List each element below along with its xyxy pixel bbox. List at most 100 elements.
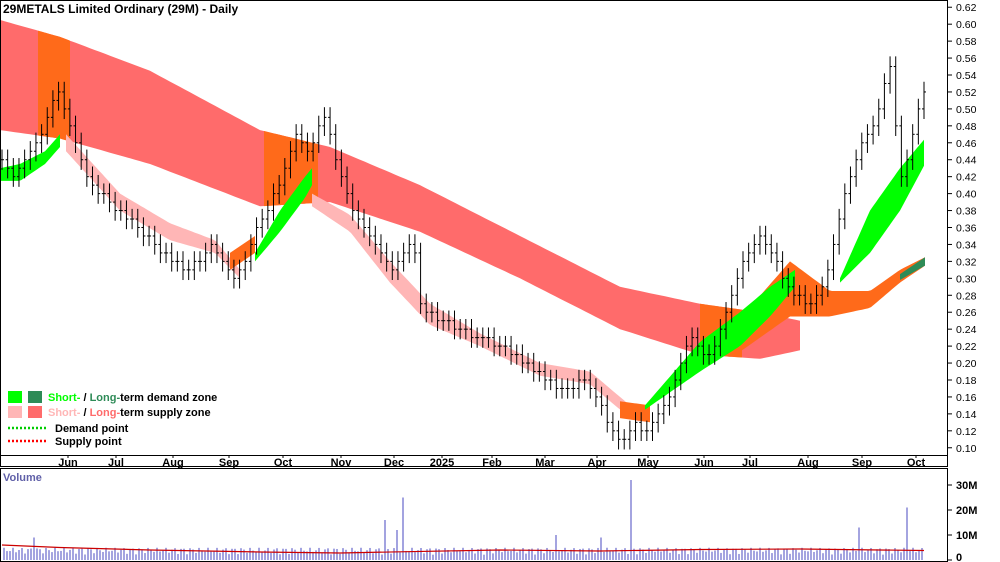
price-bar xyxy=(808,293,813,314)
price-bar xyxy=(520,344,525,374)
price-bar xyxy=(107,183,112,213)
x-tick-label: Aug xyxy=(797,457,818,469)
price-bar xyxy=(56,81,61,111)
price-bar xyxy=(412,234,417,264)
demand-point-label: Demand point xyxy=(55,423,129,435)
price-bar xyxy=(893,56,898,137)
price-bar xyxy=(786,268,791,297)
price-bar xyxy=(752,234,757,264)
price-bar xyxy=(610,412,615,441)
price-bar xyxy=(854,149,859,187)
price-bar xyxy=(769,234,774,264)
short-term-demand-label: Short- / Long-term demand zone xyxy=(48,392,217,404)
price-bar xyxy=(271,183,276,221)
price-bar xyxy=(678,352,683,391)
price-bar xyxy=(192,251,197,281)
x-tick-label: Jul xyxy=(742,457,758,469)
price-bar xyxy=(871,115,876,145)
price-frame xyxy=(0,0,948,467)
y-tick-label: 0.46 xyxy=(956,138,977,150)
price-bar xyxy=(831,234,836,281)
price-bar xyxy=(243,251,248,281)
price-bar xyxy=(475,327,480,348)
long-term-supply-band xyxy=(0,19,800,359)
price-bar xyxy=(401,242,406,272)
price-bar xyxy=(367,217,372,247)
price-bar xyxy=(859,132,864,170)
price-bar xyxy=(882,73,887,120)
orange-zone-may xyxy=(620,401,650,423)
price-bar xyxy=(656,403,661,433)
x-tick-label: Jul xyxy=(108,457,124,469)
price-bar xyxy=(695,327,700,357)
price-bar xyxy=(84,149,89,187)
price-bar xyxy=(791,276,796,306)
x-tick-label: Feb xyxy=(482,457,502,469)
price-bar xyxy=(282,158,287,196)
y-tick-label: 0.10 xyxy=(956,443,977,455)
price-bar xyxy=(231,259,236,289)
price-bar xyxy=(169,242,174,272)
price-bar xyxy=(576,369,581,399)
price-bar xyxy=(45,107,50,145)
price-bar xyxy=(554,369,559,399)
price-bar xyxy=(667,386,672,416)
price-bar xyxy=(616,420,621,450)
price-bar xyxy=(650,412,655,441)
price-bar xyxy=(294,124,299,162)
price-bar xyxy=(622,429,627,450)
price-bar xyxy=(378,234,383,264)
y-tick-label: 0.34 xyxy=(956,239,977,251)
price-bar xyxy=(712,335,717,365)
short-term-demand-band-1 xyxy=(0,134,60,181)
price-bar xyxy=(299,124,304,153)
price-bar xyxy=(446,310,451,331)
price-bar xyxy=(803,285,808,314)
volume-y-tick-label: 10M xyxy=(956,530,977,542)
volume-y-tick-label: 30M xyxy=(956,480,977,492)
short-term-supply-short-swatch xyxy=(8,406,22,418)
price-bar xyxy=(548,369,553,391)
price-bar xyxy=(328,107,333,145)
x-tick-label: Dec xyxy=(384,457,404,469)
y-tick-label: 0.36 xyxy=(956,223,977,235)
price-bar xyxy=(33,132,38,162)
x-tick-label: Jun xyxy=(694,457,714,469)
price-bar xyxy=(362,208,367,238)
orange-zone-oct xyxy=(264,131,318,207)
price-bar xyxy=(922,81,926,120)
price-bar xyxy=(50,90,55,128)
price-bar xyxy=(639,412,644,441)
x-tick-label: Jun xyxy=(58,457,78,469)
price-bar xyxy=(774,242,779,272)
price-bar xyxy=(514,344,519,365)
volume-y-tick-label: 0 xyxy=(956,552,962,562)
price-bar xyxy=(735,268,740,306)
y-tick-label: 0.22 xyxy=(956,341,977,353)
short-term-demand-short-swatch xyxy=(8,391,22,403)
price-bar xyxy=(916,98,921,145)
y-tick-label: 0.14 xyxy=(956,409,977,421)
price-bar xyxy=(5,149,10,179)
y-tick-label: 0.62 xyxy=(956,2,977,14)
price-bar xyxy=(571,378,576,399)
price-bar xyxy=(203,242,208,272)
price-bar xyxy=(724,302,729,340)
price-bar xyxy=(441,310,446,331)
price-bar xyxy=(135,208,140,238)
price-bar xyxy=(130,208,135,230)
price-bar xyxy=(288,141,293,179)
short-term-supply-band-1 xyxy=(66,134,240,279)
legend-layer: Short- / Long-term demand zone Short- / L… xyxy=(8,391,217,448)
y-tick-label: 0.16 xyxy=(956,392,977,404)
price-bar xyxy=(277,174,282,204)
price-bar xyxy=(780,251,785,289)
price-bar xyxy=(797,285,802,306)
price-bar xyxy=(197,251,202,272)
price-bar xyxy=(865,124,870,153)
price-bar xyxy=(763,225,768,255)
price-bar xyxy=(740,251,745,289)
price-bar xyxy=(322,107,327,137)
